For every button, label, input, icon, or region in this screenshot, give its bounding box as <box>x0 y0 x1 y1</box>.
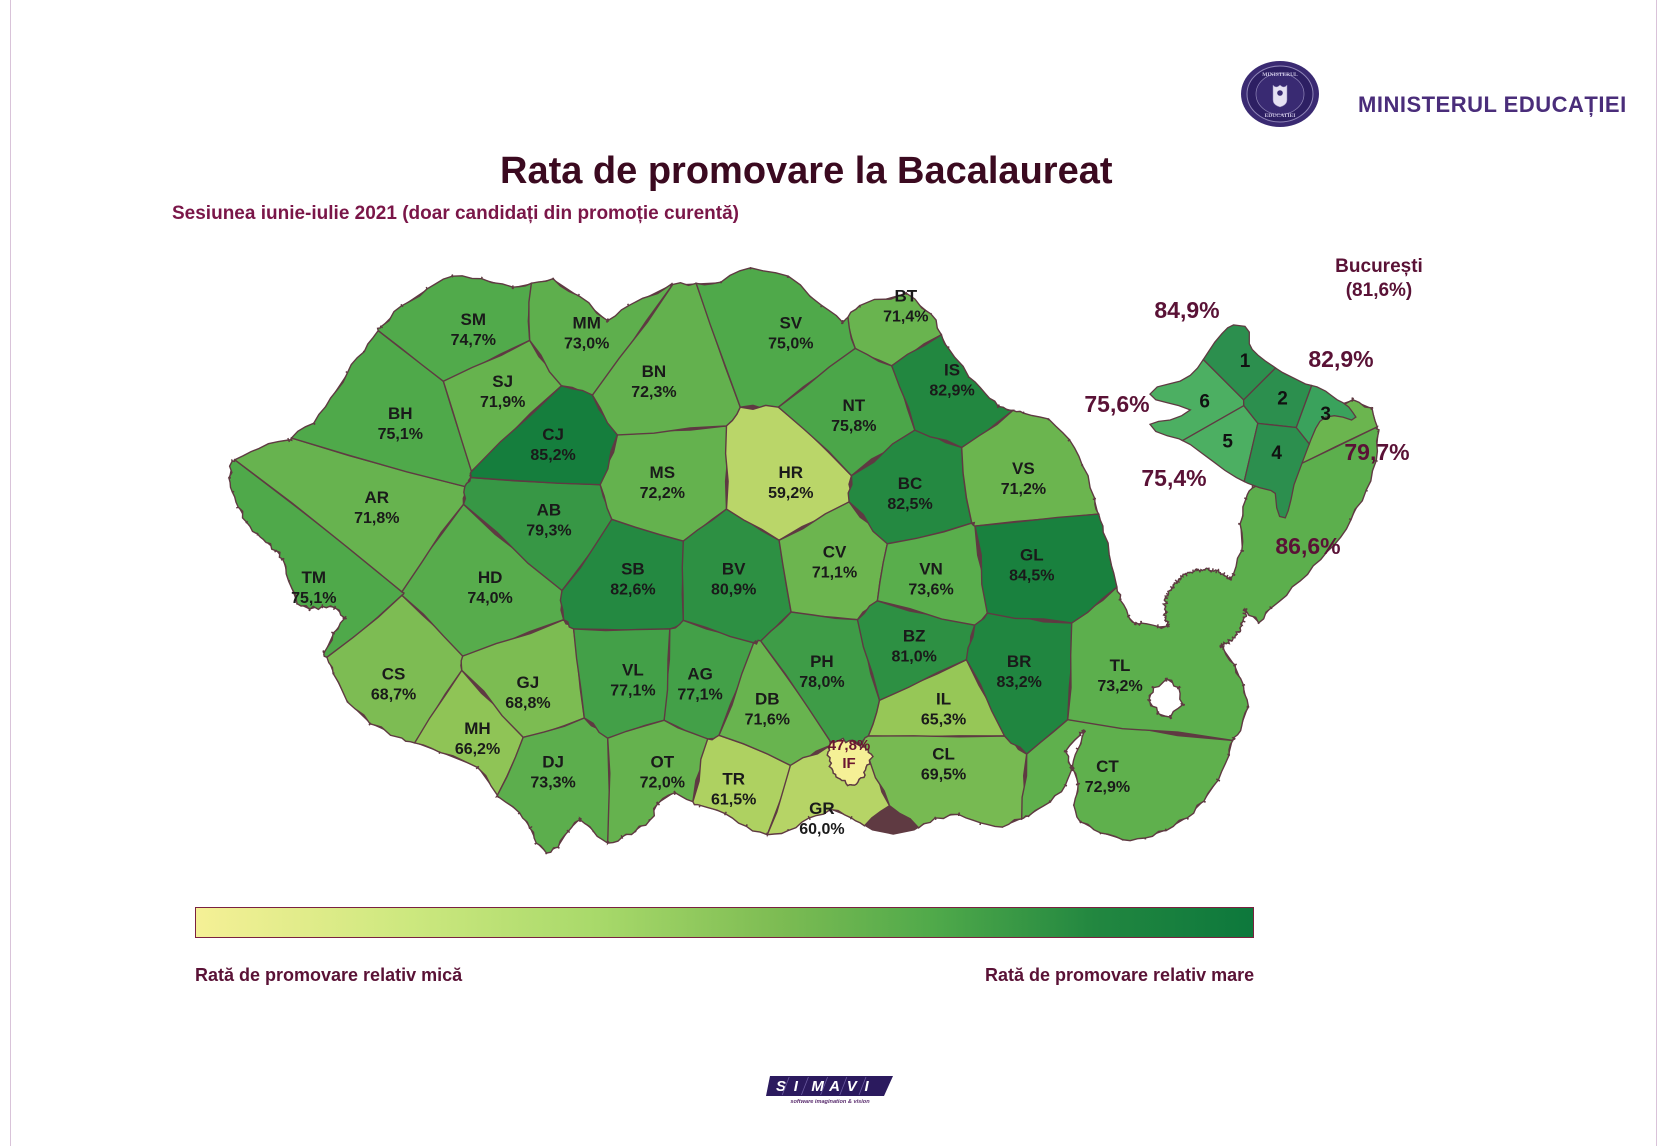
svg-text:6: 6 <box>1199 391 1210 412</box>
svg-text:A: A <box>828 1078 840 1095</box>
svg-text:79,7%: 79,7% <box>1344 439 1409 465</box>
svg-text:75,6%: 75,6% <box>1084 391 1149 417</box>
svg-text:86,6%: 86,6% <box>1275 533 1340 559</box>
svg-text:3: 3 <box>1320 404 1331 425</box>
svg-text:S: S <box>776 1078 786 1095</box>
svg-text:82,9%: 82,9% <box>1308 346 1373 372</box>
svg-text:84,9%: 84,9% <box>1154 297 1219 323</box>
svg-text:5: 5 <box>1222 432 1233 453</box>
svg-text:software imagination & vision: software imagination & vision <box>790 1099 870 1105</box>
svg-text:4: 4 <box>1271 443 1282 464</box>
svg-text:75,4%: 75,4% <box>1141 465 1206 491</box>
svg-text:M: M <box>811 1078 824 1095</box>
svg-text:1: 1 <box>1240 351 1251 372</box>
svg-text:2: 2 <box>1277 388 1288 409</box>
